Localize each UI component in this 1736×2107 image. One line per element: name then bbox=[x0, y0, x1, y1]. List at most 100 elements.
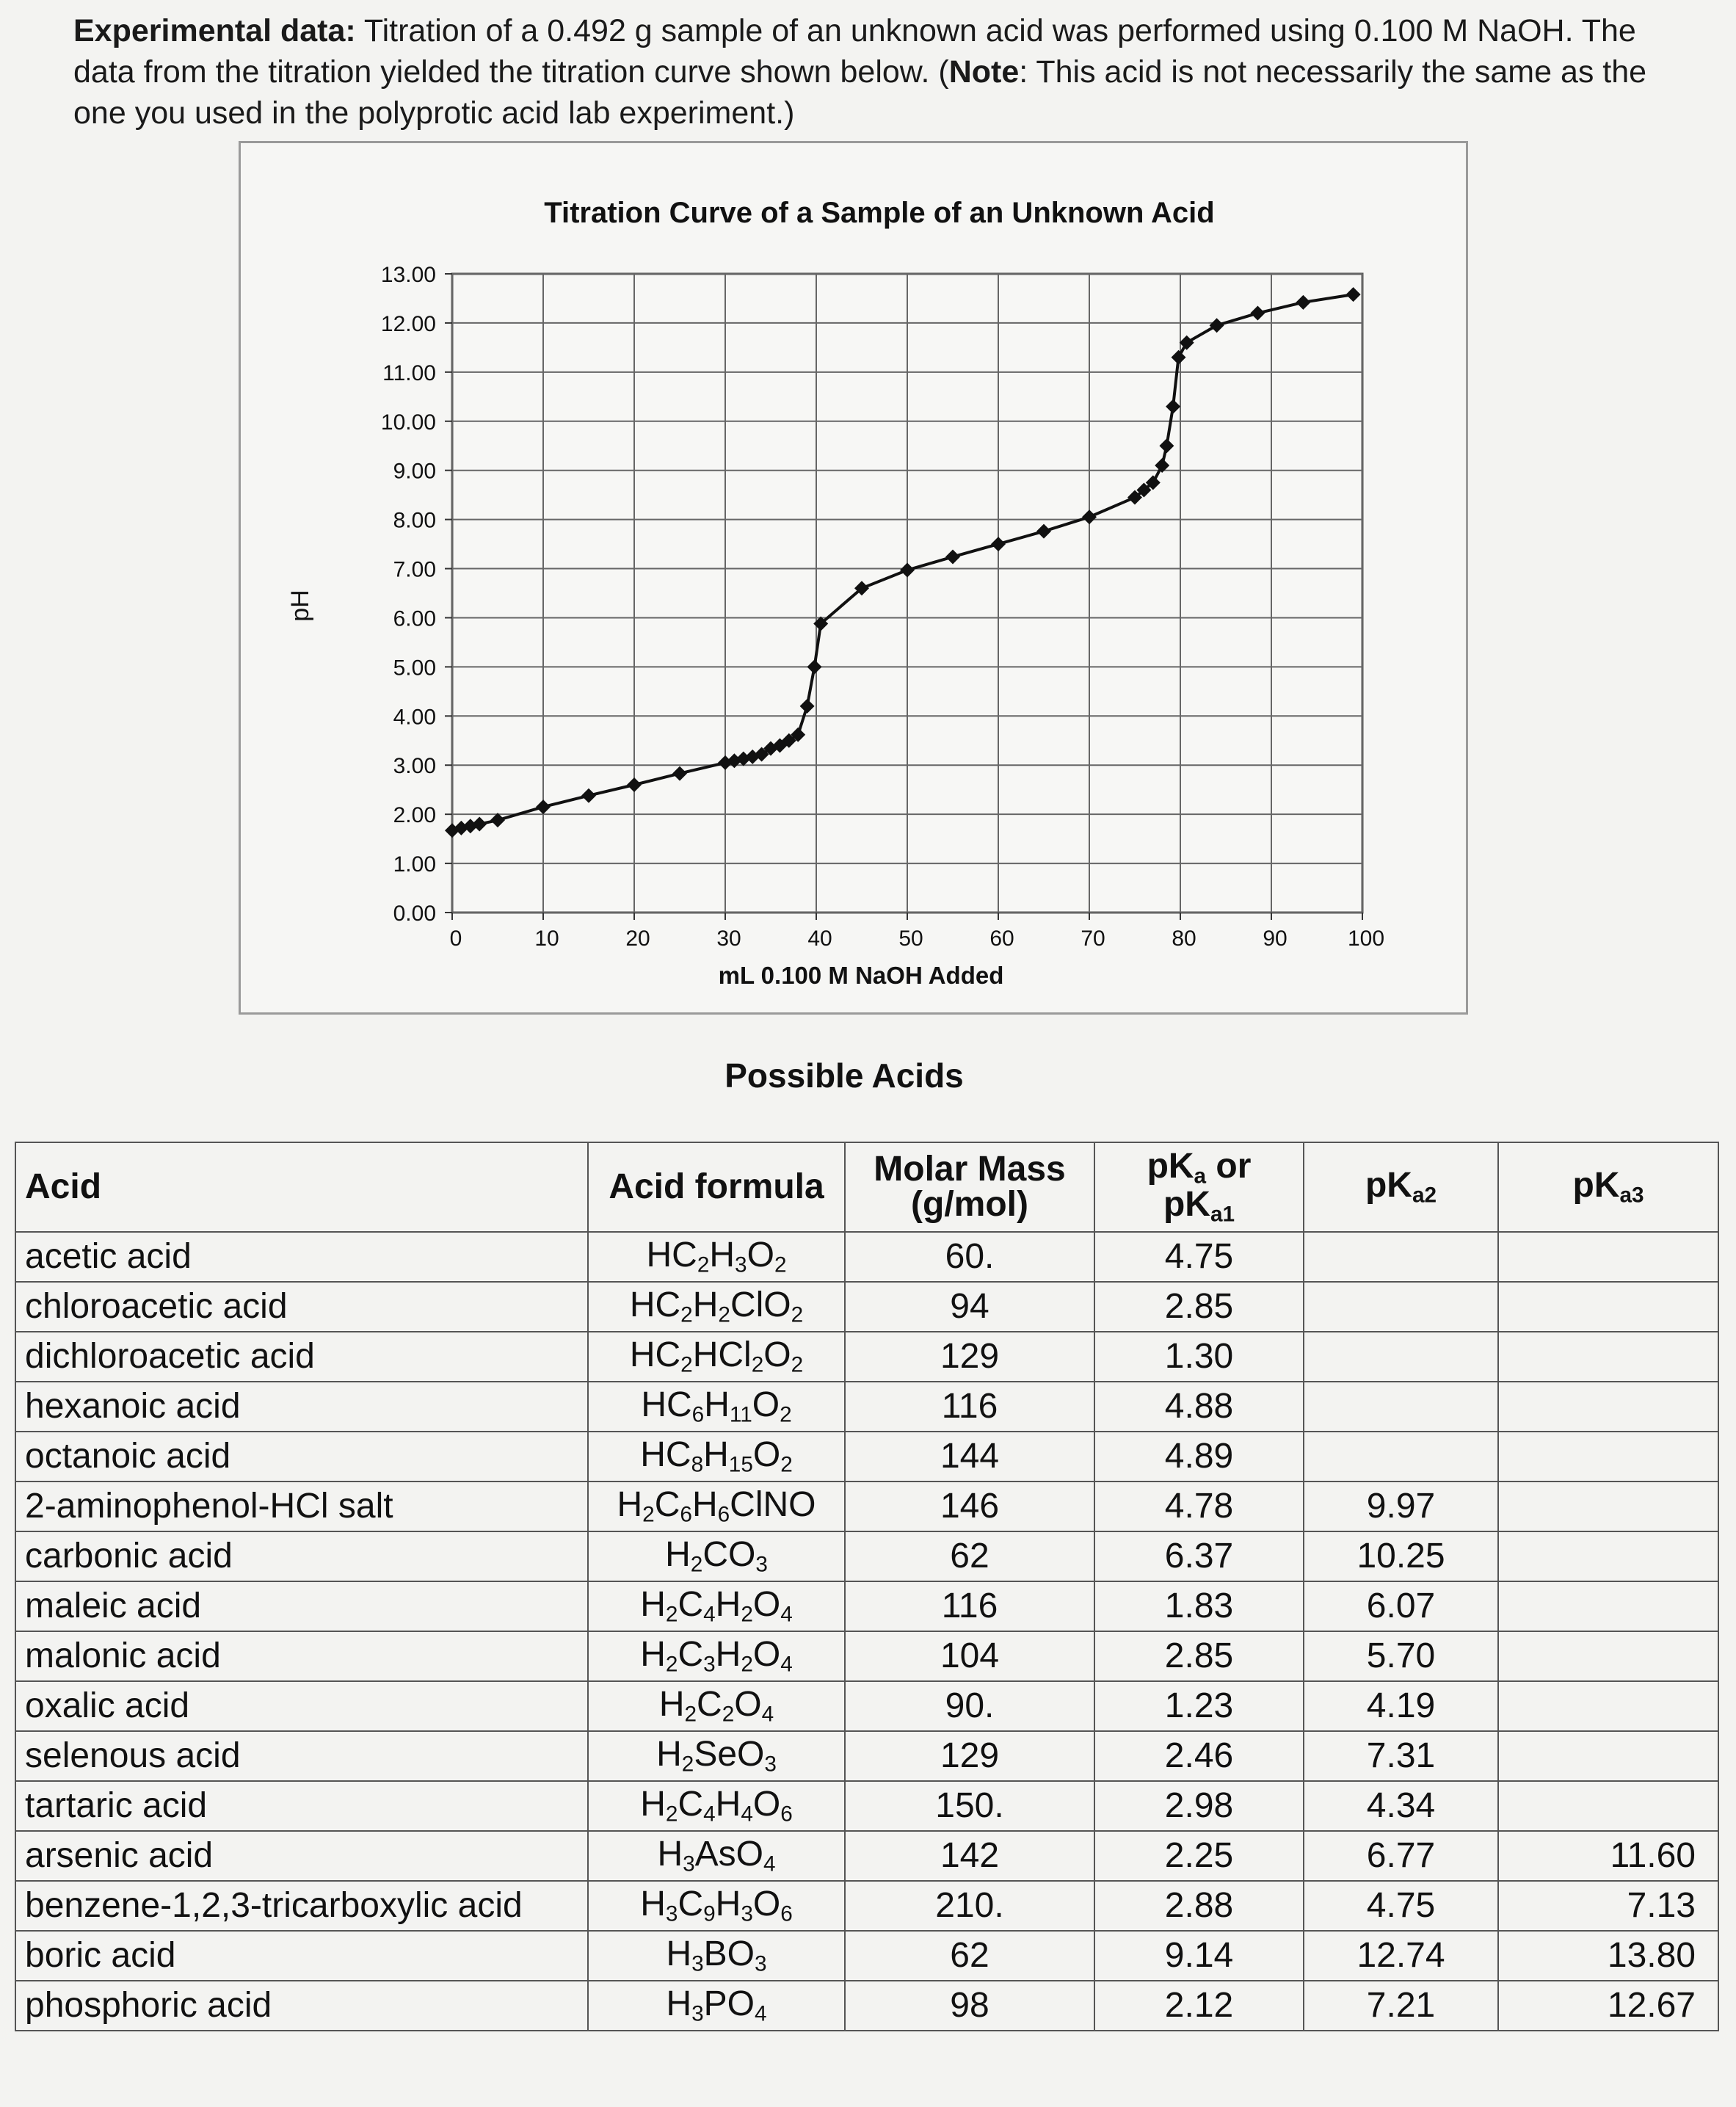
acid-formula-cell: H3AsO4 bbox=[587, 1830, 846, 1882]
molar-mass-cell: 62 bbox=[844, 1531, 1095, 1582]
formula-text: O bbox=[752, 1584, 781, 1624]
molar-mass-cell: 62 bbox=[844, 1930, 1095, 1981]
formula-text: ClNO bbox=[730, 1484, 816, 1524]
data-point bbox=[1296, 294, 1311, 310]
formula-subscript: 2 bbox=[722, 1702, 735, 1727]
acid-formula-cell: H2C4H2O4 bbox=[587, 1581, 846, 1632]
pka1-cell: 4.89 bbox=[1094, 1431, 1304, 1482]
acid-formula-cell: H2C3H2O4 bbox=[587, 1631, 846, 1682]
formula-subscript: 2 bbox=[741, 1652, 753, 1677]
formula-subscript: 3 bbox=[691, 2001, 704, 2026]
acid-name-cell: oxalic acid bbox=[15, 1680, 589, 1732]
x-tick-label: 80 bbox=[1172, 926, 1196, 951]
acid-formula-cell: H2CO3 bbox=[587, 1531, 846, 1582]
data-point bbox=[1136, 482, 1152, 498]
formula-text: O bbox=[763, 1335, 791, 1374]
formula-text: AsO bbox=[694, 1834, 764, 1874]
table-row: boric acid H3BO3 62 9.14 12.74 13.80 bbox=[15, 1930, 1719, 1981]
formula-text: C bbox=[697, 1684, 722, 1724]
acid-name-cell: chloroacetic acid bbox=[15, 1281, 589, 1332]
header-formula: Acid formula bbox=[587, 1142, 846, 1233]
formula-text: H bbox=[703, 1435, 729, 1474]
formula-text: H bbox=[704, 1385, 730, 1424]
data-point bbox=[813, 616, 829, 631]
y-tick-label: 6.00 bbox=[393, 606, 436, 631]
formula-subscript: 2 bbox=[680, 1352, 693, 1377]
table-title: Possible Acids bbox=[724, 1056, 964, 1095]
table-row: malonic acid H2C3H2O4 104 2.85 5.70 bbox=[15, 1631, 1719, 1682]
pka2-cell: 4.34 bbox=[1303, 1780, 1499, 1832]
molar-mass-cell: 142 bbox=[844, 1830, 1095, 1882]
pka3-cell bbox=[1497, 1680, 1719, 1732]
formula-subscript: 8 bbox=[691, 1452, 704, 1477]
data-point bbox=[581, 788, 596, 803]
pka3-cell: 11.60 bbox=[1497, 1830, 1719, 1882]
possible-acids-table: Acid Acid formula Molar Mass (g/mol) pKa … bbox=[15, 1142, 1719, 2031]
intro-label: Experimental data: bbox=[73, 13, 356, 48]
formula-subscript: 2 bbox=[684, 1702, 697, 1727]
pka2-cell: 6.77 bbox=[1303, 1830, 1499, 1882]
pka1-cell: 4.75 bbox=[1094, 1231, 1304, 1283]
formula-text: H bbox=[691, 1484, 718, 1524]
pka1-cell: 2.85 bbox=[1094, 1631, 1304, 1682]
formula-subscript: 4 bbox=[763, 1852, 776, 1876]
header-pka1-sub: a bbox=[1194, 1164, 1207, 1189]
note-label: Note bbox=[948, 54, 1020, 90]
header-pka1: pKa or pKa1 bbox=[1094, 1142, 1304, 1233]
table-row: benzene-1,2,3-tricarboxylic acid H3C9H3O6… bbox=[15, 1880, 1719, 1932]
y-tick-label: 12.00 bbox=[381, 312, 436, 336]
pka2-cell: 7.21 bbox=[1303, 1980, 1499, 2031]
table-header-row: Acid Acid formula Molar Mass (g/mol) pKa … bbox=[15, 1142, 1719, 1233]
data-point bbox=[900, 562, 915, 578]
data-point bbox=[781, 733, 796, 748]
formula-subscript: 3 bbox=[703, 1652, 716, 1677]
acid-name-cell: acetic acid bbox=[15, 1231, 589, 1283]
formula-text: HC bbox=[629, 1285, 681, 1324]
formula-text: H bbox=[666, 1934, 692, 1973]
header-pka3-sub: a3 bbox=[1619, 1183, 1644, 1208]
x-tick-label: 10 bbox=[534, 926, 559, 951]
data-point bbox=[1155, 458, 1170, 473]
formula-subscript: 2 bbox=[780, 1452, 793, 1477]
data-point bbox=[945, 549, 960, 565]
data-point bbox=[1145, 475, 1161, 490]
header-pka2-pk: pK bbox=[1365, 1165, 1412, 1205]
chart-title: Titration Curve of a Sample of an Unknow… bbox=[544, 197, 1214, 229]
data-point bbox=[1171, 349, 1186, 365]
formula-text: H bbox=[715, 1784, 741, 1824]
formula-text: HCl bbox=[692, 1335, 752, 1374]
formula-text: H bbox=[692, 1285, 719, 1324]
table-row: acetic acid HC2H3O2 60. 4.75 bbox=[15, 1231, 1719, 1283]
header-acid: Acid bbox=[15, 1142, 589, 1233]
header-pka1b-pk: pK bbox=[1163, 1185, 1210, 1224]
intro-text-2: : This acid is not necessarily the same … bbox=[73, 54, 1647, 131]
formula-subscript: 2 bbox=[791, 1302, 804, 1327]
acid-formula-cell: H3BO3 bbox=[587, 1930, 846, 1981]
pka1-cell: 2.25 bbox=[1094, 1830, 1304, 1882]
formula-text: H bbox=[656, 1734, 682, 1774]
acid-name-cell: tartaric acid bbox=[15, 1780, 589, 1832]
formula-subscript: 3 bbox=[755, 1951, 767, 1976]
acid-name-cell: selenous acid bbox=[15, 1730, 589, 1782]
formula-text: PO bbox=[703, 1984, 755, 2023]
data-point bbox=[1166, 399, 1181, 414]
y-tick-label: 1.00 bbox=[393, 852, 436, 877]
formula-text: O bbox=[752, 1884, 781, 1923]
pka1-cell: 2.46 bbox=[1094, 1730, 1304, 1782]
x-tick-label: 40 bbox=[807, 926, 832, 951]
y-tick-label: 2.00 bbox=[393, 803, 436, 827]
acid-name-cell: 2-aminophenol-HCl salt bbox=[15, 1481, 589, 1532]
acid-name-cell: benzene-1,2,3-tricarboxylic acid bbox=[15, 1880, 589, 1932]
acid-name-cell: carbonic acid bbox=[15, 1531, 589, 1582]
pka2-cell: 4.75 bbox=[1303, 1880, 1499, 1932]
data-point bbox=[754, 747, 769, 762]
y-tick-label: 5.00 bbox=[393, 656, 436, 680]
table-row: arsenic acid H3AsO4 142 2.25 6.77 11.60 bbox=[15, 1830, 1719, 1882]
formula-subscript: 4 bbox=[761, 1702, 774, 1727]
formula-subscript: 2 bbox=[780, 1402, 792, 1427]
x-axis-label: mL 0.100 M NaOH Added bbox=[719, 962, 1004, 989]
x-tick-label: 30 bbox=[716, 926, 741, 951]
formula-subscript: 2 bbox=[665, 1802, 678, 1827]
formula-subscript: 4 bbox=[741, 1802, 753, 1827]
formula-text: H bbox=[640, 1584, 666, 1624]
